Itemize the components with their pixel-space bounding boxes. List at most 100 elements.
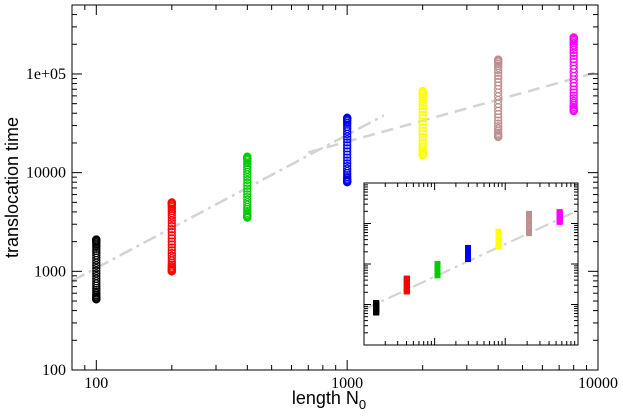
data-point [343, 156, 352, 165]
inset-data-point [434, 261, 441, 267]
series-n1000 [343, 113, 352, 187]
data-point [92, 271, 101, 281]
data-point [92, 266, 101, 275]
data-point [243, 178, 252, 187]
data-point [92, 269, 101, 278]
data-point [243, 195, 252, 204]
data-point [569, 51, 578, 60]
data-point [494, 124, 503, 133]
data-point [167, 249, 176, 258]
data-point [167, 243, 176, 252]
data-point [343, 144, 352, 153]
data-point [494, 122, 503, 131]
inset-plot [363, 182, 579, 346]
inset-data-point [373, 300, 380, 306]
data-point [418, 117, 427, 126]
data-point [167, 211, 176, 220]
data-point [92, 248, 101, 258]
data-point [343, 141, 352, 150]
inset-data-point [403, 275, 410, 282]
data-point [167, 246, 176, 255]
data-point [418, 86, 427, 96]
fit-line-dash-dot [71, 114, 385, 283]
main-plot [71, 33, 599, 304]
data-point [243, 187, 252, 196]
data-point [494, 74, 503, 84]
data-point [343, 164, 352, 173]
data-point [569, 85, 578, 94]
series-n200 [167, 198, 176, 276]
x-axis-title-subscript: 0 [359, 397, 366, 412]
data-point [167, 251, 176, 260]
data-point [167, 219, 176, 228]
data-point [418, 114, 427, 123]
data-point [243, 190, 252, 199]
data-point [167, 228, 176, 237]
x-axis-title: length N0 [292, 388, 366, 412]
data-point [418, 120, 427, 129]
x-axis-title-main: length N [292, 388, 359, 408]
y-tick-label: 1000 [34, 263, 66, 280]
data-point [494, 119, 503, 128]
data-point [167, 254, 176, 263]
inset-fit-line [363, 209, 579, 311]
data-point [243, 181, 252, 190]
inset-series [434, 261, 441, 279]
data-point [569, 91, 578, 100]
series-n2000 [418, 86, 427, 160]
inset-frame [363, 182, 579, 346]
data-point [569, 88, 578, 97]
inset-data-point [526, 210, 533, 217]
fit-line-dashed [307, 70, 599, 154]
data-point [418, 138, 427, 147]
data-point [494, 78, 503, 87]
series-n4000 [494, 55, 503, 142]
data-point [92, 274, 101, 283]
data-point [343, 113, 352, 122]
series-n400 [243, 152, 252, 222]
data-point [92, 263, 101, 273]
data-point [418, 133, 427, 142]
data-point [343, 159, 352, 168]
data-point [343, 161, 352, 171]
data-point [418, 130, 427, 139]
data-point [418, 127, 427, 136]
inset-data-point [465, 244, 471, 251]
inset-series [495, 228, 502, 250]
inset-series [556, 209, 563, 225]
x-tick-label: 100 [84, 375, 108, 392]
x-tick-label: 1000 [331, 375, 363, 392]
data-point [343, 138, 352, 147]
inset-series [403, 275, 410, 295]
y-axis-title: translocation time [2, 117, 22, 258]
y-tick-label: 1e+05 [26, 66, 66, 83]
series-n100 [92, 235, 101, 304]
y-tick-label: 10000 [26, 165, 66, 182]
data-point [243, 192, 252, 202]
data-point [494, 66, 503, 75]
data-point [167, 231, 176, 240]
data-point [343, 147, 352, 156]
data-point [343, 153, 352, 162]
inset-data-point [556, 209, 563, 216]
data-point [243, 165, 252, 174]
x-tick-label: 10000 [578, 375, 618, 392]
data-point [243, 184, 252, 193]
data-point [167, 234, 176, 243]
data-point [167, 198, 176, 207]
data-point [92, 251, 101, 260]
data-point [418, 107, 427, 117]
data-point [243, 175, 252, 185]
data-point [418, 136, 427, 145]
data-point [569, 33, 578, 42]
data-point [92, 235, 101, 244]
data-point [243, 198, 252, 207]
data-point [569, 58, 578, 67]
y-tick-label: 100 [42, 362, 66, 379]
inset-series [373, 300, 380, 316]
data-point [418, 141, 427, 150]
inset-series [526, 210, 533, 237]
data-point [167, 222, 176, 231]
data-point [569, 96, 578, 106]
